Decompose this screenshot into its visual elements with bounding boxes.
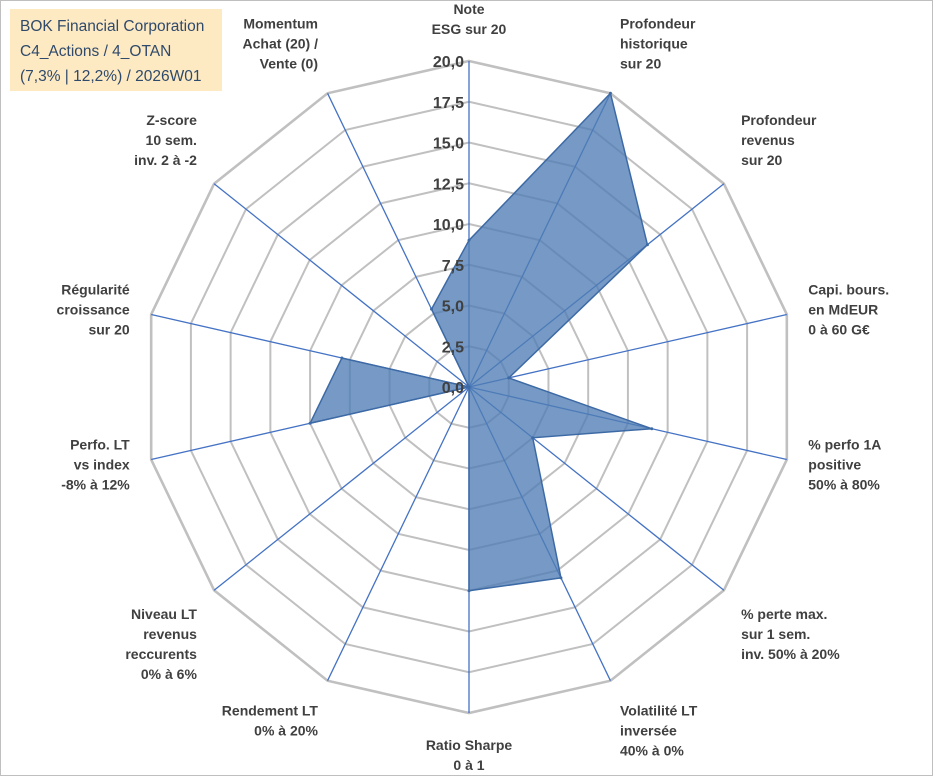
axis-label-line: Vente (0)	[260, 55, 318, 71]
axis-label-line: Niveau LT	[131, 606, 197, 622]
axis-label-line: Achat (20) /	[243, 35, 319, 51]
data-point	[467, 385, 471, 389]
axis-label-line: 50% à 80%	[808, 476, 880, 492]
axis-label-line: en MdEUR	[808, 302, 878, 318]
axis-label-line: Profondeur	[741, 112, 817, 128]
axis-label-line: 0% à 6%	[141, 666, 198, 682]
axis-label-line: sur 20	[741, 152, 782, 168]
chart-title-company: BOK Financial Corporation	[20, 18, 205, 35]
axis-label-line: revenus	[741, 132, 795, 148]
axis-label-line: Note	[453, 1, 484, 17]
axis-label-line: 0 à 60 G€	[808, 322, 870, 338]
chart-title-category: C4_Actions / 4_OTAN	[20, 43, 172, 60]
axis-label-line: croissance	[57, 302, 130, 318]
axis-label-line: 10 sem.	[146, 132, 197, 148]
series-area	[308, 91, 653, 592]
axis-label-line: Z-score	[146, 112, 197, 128]
axis-spoke	[213, 183, 470, 388]
axis-label-line: inv. 50% à 20%	[741, 646, 840, 662]
chart-title-range-week: (7,3% | 12,2%) / 2026W01	[20, 68, 202, 85]
axis-label-line: Ratio Sharpe	[426, 737, 513, 753]
axis-label-line: revenus	[143, 626, 197, 642]
data-point	[467, 589, 471, 593]
data-point	[507, 376, 511, 380]
data-point	[608, 91, 612, 95]
data-point	[531, 436, 535, 440]
tick-label: 0,0	[442, 380, 464, 397]
axis-label-line: reccurents	[125, 646, 197, 662]
axis-label-line: Volatilité LT	[620, 703, 698, 719]
tick-label: 17,5	[433, 95, 464, 112]
tick-label: 12,5	[433, 176, 464, 193]
radar-series	[308, 91, 654, 593]
data-point	[308, 421, 312, 425]
axis-label-line: Régularité	[61, 282, 130, 298]
axis-label-line: inv. 2 à -2	[134, 152, 197, 168]
data-point	[430, 307, 434, 311]
axis-label-line: sur 20	[88, 322, 129, 338]
axis-label-line: 0 à 1	[453, 757, 484, 773]
axis-label-line: inversée	[620, 723, 677, 739]
axis-label-line: 0% à 20%	[254, 723, 318, 739]
tick-label: 10,0	[433, 217, 464, 234]
axis-spoke	[213, 386, 470, 591]
axis-label-line: ESG sur 20	[432, 21, 507, 37]
data-point	[650, 427, 654, 431]
data-point	[645, 243, 649, 247]
tick-label: 15,0	[433, 136, 464, 153]
tick-label: 20,0	[433, 54, 464, 71]
axis-label-line: -8% à 12%	[61, 476, 130, 492]
axis-label-line: Capi. bours.	[808, 282, 889, 298]
axis-labels: Note ESG sur 20 Profondeur historique sur 20…	[57, 1, 890, 773]
axis-label-line: vs index	[74, 456, 130, 472]
chart-title-box: BOK Financial Corporation C4_Actions / 4…	[10, 9, 222, 91]
axis-label-line: Profondeur	[620, 15, 696, 31]
axis-label-line: sur 1 sem.	[741, 626, 810, 642]
axis-label-line: % perfo 1A	[808, 436, 881, 452]
axis-label-line: % perte max.	[741, 606, 827, 622]
axis-label-line: sur 20	[620, 55, 661, 71]
radial-tick-labels: 0,0 2,5 5,0 7,5 10,0 12,5 15,0 17,5 20,0	[433, 54, 464, 397]
data-point	[467, 238, 471, 242]
tick-label: 7,5	[442, 258, 464, 275]
axis-label-line: Perfo. LT	[70, 436, 130, 452]
data-point	[340, 356, 344, 360]
axis-spoke	[326, 386, 470, 681]
axis-label-line: positive	[808, 456, 861, 472]
axis-label-line: historique	[620, 35, 688, 51]
axis-label-line: Rendement LT	[222, 703, 319, 719]
tick-label: 5,0	[442, 299, 464, 316]
data-point	[559, 576, 563, 580]
axis-spoke	[468, 313, 787, 388]
axis-label-line: Momentum	[243, 15, 318, 31]
tick-label: 2,5	[442, 339, 464, 356]
axis-label-line: 40% à 0%	[620, 743, 684, 759]
